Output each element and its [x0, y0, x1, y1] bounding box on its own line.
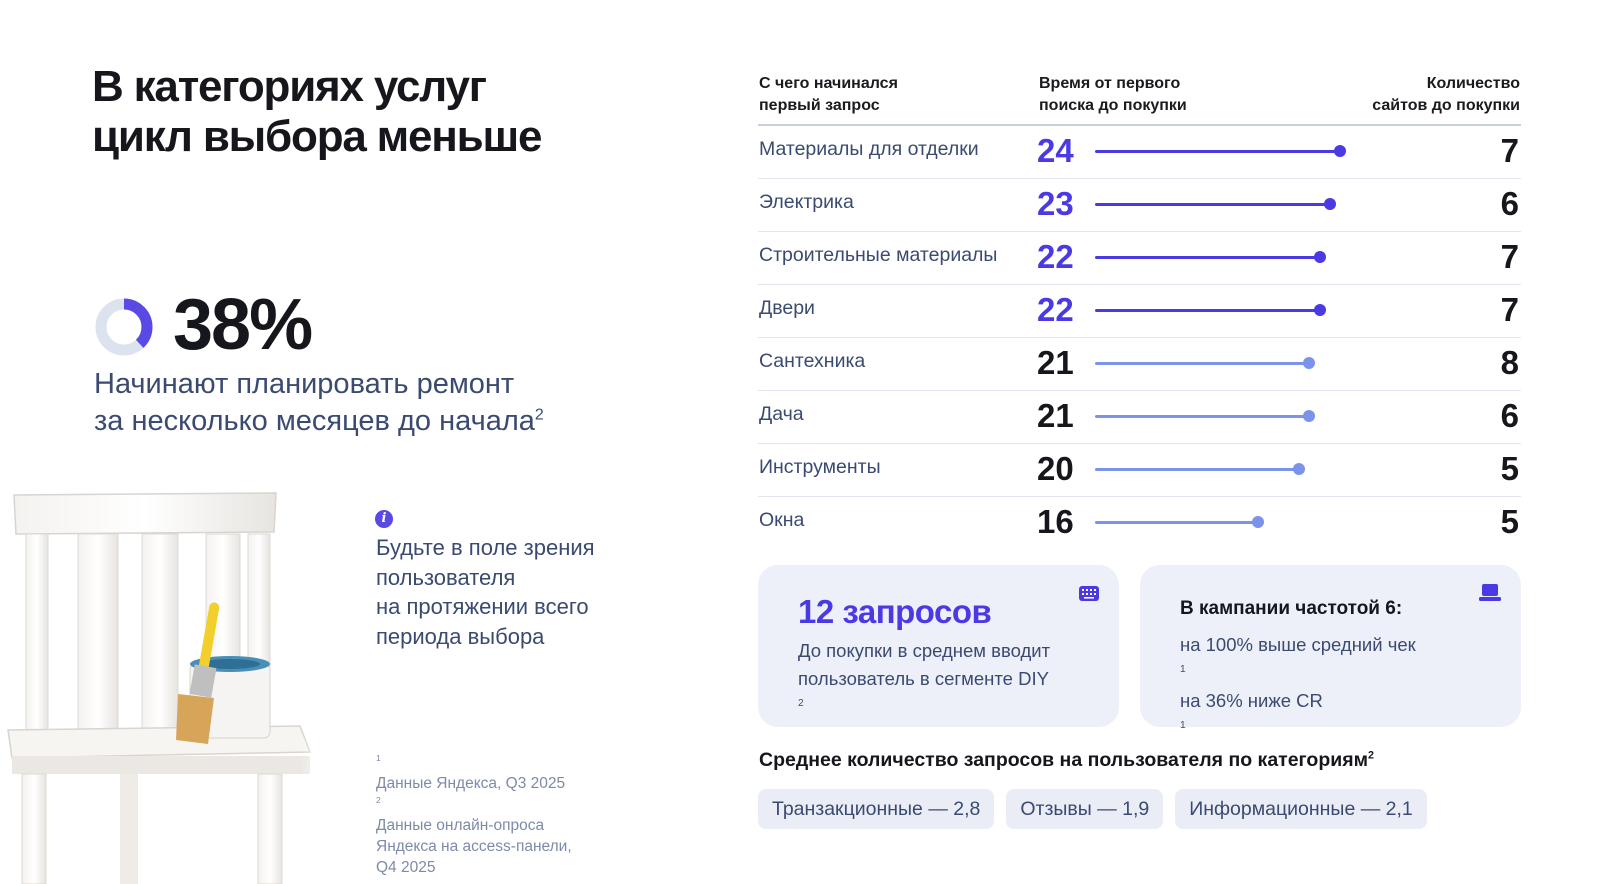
stat-desc-line: Начинают планировать ремонт	[94, 368, 515, 400]
row-divider	[758, 178, 1521, 179]
table-row: Двери 22 7	[758, 285, 1521, 338]
queries-card-desc: До покупки в среднем вводит пользователь…	[798, 640, 1051, 709]
row-category-label: Электрика	[759, 191, 854, 213]
row-time-value: 21	[1037, 397, 1074, 434]
query-type-pill: Транзакционные — 2,8	[758, 789, 995, 829]
donut-progress-arc	[95, 298, 153, 356]
donut-chart-icon	[95, 298, 153, 356]
row-category-label: Сантехника	[759, 350, 866, 372]
campaign-card-desc: на 100% выше средний чек 1 на 36% ниже CR…	[1180, 634, 1416, 731]
header-divider	[758, 124, 1521, 126]
tip-line: на протяжении всего	[376, 594, 589, 619]
table-row: Строительные материалы 22 7	[758, 232, 1521, 285]
row-category-label: Строительные материалы	[759, 244, 998, 266]
query-type-pill: Информационные — 2,1	[1175, 789, 1427, 829]
row-time-dot	[1313, 304, 1326, 316]
footnotes: 1 Данные Яндекса, Q3 2025 2 Данные онлай…	[376, 752, 606, 878]
row-sites-value: 6	[1500, 397, 1519, 434]
info-icon: i	[375, 510, 393, 528]
row-time-bar	[1095, 362, 1310, 365]
row-time-dot	[1334, 145, 1346, 157]
row-sites-value: 6	[1500, 185, 1519, 222]
row-time-value: 23	[1037, 185, 1074, 222]
stat-description: Начинают планировать ремонт за несколько…	[94, 366, 614, 440]
row-time-bar	[1095, 521, 1259, 524]
chair-with-paint-illustration	[7, 490, 340, 884]
row-time-value: 16	[1037, 503, 1074, 540]
row-sites-value: 5	[1500, 503, 1519, 540]
title-line: В категориях услуг	[92, 62, 487, 111]
row-divider	[758, 284, 1521, 285]
table-row: Дача 21 6	[758, 391, 1521, 444]
row-sites-value: 8	[1500, 344, 1519, 381]
query-type-pills: Транзакционные — 2,8 Отзывы — 1,9 Информац…	[758, 789, 1427, 829]
row-category-label: Материалы для отделки	[759, 138, 979, 160]
footnote-2-line: Яндекса на access-панели,	[376, 838, 572, 855]
row-time-value: 24	[1037, 132, 1074, 169]
footnote-2-line: Q4 2025	[376, 859, 436, 876]
campaign-card-title: В кампании частотой 6:	[1180, 598, 1403, 619]
row-divider	[758, 337, 1521, 338]
tip-line: периода выбора	[376, 623, 545, 649]
row-time-dot	[1303, 410, 1316, 422]
row-time-value: 20	[1037, 450, 1074, 487]
column-header-category: С чего начинался первый запрос	[759, 75, 898, 114]
table-row: Окна 16 5	[758, 497, 1521, 550]
row-divider	[758, 390, 1521, 391]
column-header-time: Время от первого поиска до покупки	[1039, 75, 1187, 114]
row-time-value: 22	[1037, 291, 1074, 328]
row-category-label: Инструменты	[759, 456, 881, 478]
stat-value: 38%	[173, 285, 313, 365]
row-sites-value: 7	[1500, 132, 1519, 169]
row-time-value: 21	[1037, 344, 1074, 381]
tip-line: Будьте в поле зрения	[376, 535, 595, 560]
row-divider	[758, 443, 1521, 444]
stat-desc-line: за несколько месяцев до начала2	[94, 405, 544, 437]
row-time-bar	[1095, 468, 1300, 471]
keyboard-icon	[1079, 586, 1099, 601]
row-category-label: Дача	[759, 403, 804, 425]
table-row: Материалы для отделки 24 7	[758, 126, 1521, 179]
row-time-dot	[1323, 198, 1336, 210]
footnote-2: 2 Данные онлайн-опроса	[376, 794, 545, 834]
footnote-1: 1 Данные Яндекса, Q3 2025	[376, 752, 566, 792]
row-sites-value: 5	[1500, 450, 1519, 487]
title-line: цикл выбора меньше	[92, 112, 542, 161]
page-title: В категориях услуг цикл выбора меньше	[92, 62, 652, 162]
row-time-dot	[1252, 516, 1265, 528]
query-type-pill: Отзывы — 1,9	[1006, 789, 1164, 829]
row-divider	[758, 496, 1521, 497]
row-time-bar	[1095, 415, 1310, 418]
row-time-dot	[1293, 463, 1306, 475]
row-category-label: Окна	[759, 509, 805, 531]
row-time-bar	[1095, 256, 1320, 259]
row-category-label: Двери	[759, 297, 815, 319]
table-row: Инструменты 20 5	[758, 444, 1521, 497]
row-time-bar	[1095, 203, 1330, 206]
row-time-dot	[1303, 357, 1316, 369]
pills-section-title: Среднее количество запросов на пользоват…	[759, 749, 1375, 771]
row-time-bar	[1095, 309, 1320, 312]
queries-card: 12 запросов До покупки в среднем вводит …	[758, 565, 1119, 727]
row-sites-value: 7	[1500, 238, 1519, 275]
column-header-sites: Количество сайтов до покупки	[1372, 75, 1520, 114]
tip-line: пользователя	[376, 564, 516, 590]
row-time-bar	[1095, 150, 1340, 153]
row-divider	[758, 231, 1521, 232]
row-sites-value: 7	[1500, 291, 1519, 328]
tip-text: Будьте в поле зрения пользователя на про…	[376, 533, 646, 651]
table-row: Электрика 23 6	[758, 179, 1521, 232]
campaign-card: В кампании частотой 6: на 100% выше сред…	[1140, 565, 1521, 730]
table-row: Сантехника 21 8	[758, 338, 1521, 391]
queries-card-title: 12 запросов	[798, 593, 992, 630]
laptop-icon	[1479, 584, 1501, 601]
row-time-dot	[1313, 251, 1326, 263]
row-time-value: 22	[1037, 238, 1074, 275]
